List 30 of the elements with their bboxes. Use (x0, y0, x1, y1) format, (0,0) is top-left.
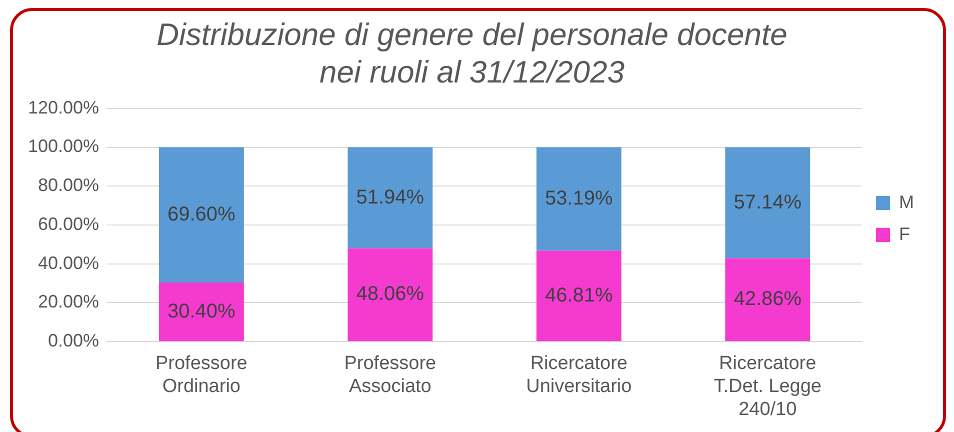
legend-label: F (899, 224, 910, 244)
data-label: 69.60% (168, 203, 236, 226)
data-label: 46.81% (544, 284, 614, 306)
data-label: 48.06% (356, 283, 424, 306)
x-tick-label: Professore Ordinario (155, 353, 248, 398)
bar (348, 248, 433, 342)
data-label: 53.19% (544, 187, 614, 210)
data-label: 57.14% (734, 191, 802, 214)
y-tick-label: 100.00% (28, 136, 100, 156)
bar (725, 147, 810, 258)
bar (158, 147, 244, 283)
legend-label: M (899, 192, 914, 212)
y-tick-label: 0.00% (48, 330, 100, 351)
data-label: 30.40% (168, 300, 236, 322)
y-tick-label: 60.00% (38, 214, 100, 234)
bar (536, 147, 622, 251)
y-tick-label: 40.00% (38, 252, 100, 273)
bar (348, 147, 433, 248)
data-label: 42.86% (734, 288, 802, 310)
data-label: 51.94% (356, 186, 424, 208)
bar (158, 282, 244, 342)
y-tick-label: 80.00% (38, 175, 100, 196)
y-tick-label: 20.00% (38, 292, 100, 312)
x-tick-label: Ricercatore T.Det. Legge 240/10 (714, 353, 822, 420)
chart-title: Distribuzione di genere del personale docente nei ruoli al 31/12/2023 (156, 17, 788, 90)
x-tick-label: Professore Associato (344, 353, 436, 398)
bar (725, 258, 810, 342)
x-tick-label: Ricercatore Universitario (526, 353, 632, 398)
y-tick-label: 120.00% (28, 97, 100, 118)
bar (536, 250, 622, 342)
